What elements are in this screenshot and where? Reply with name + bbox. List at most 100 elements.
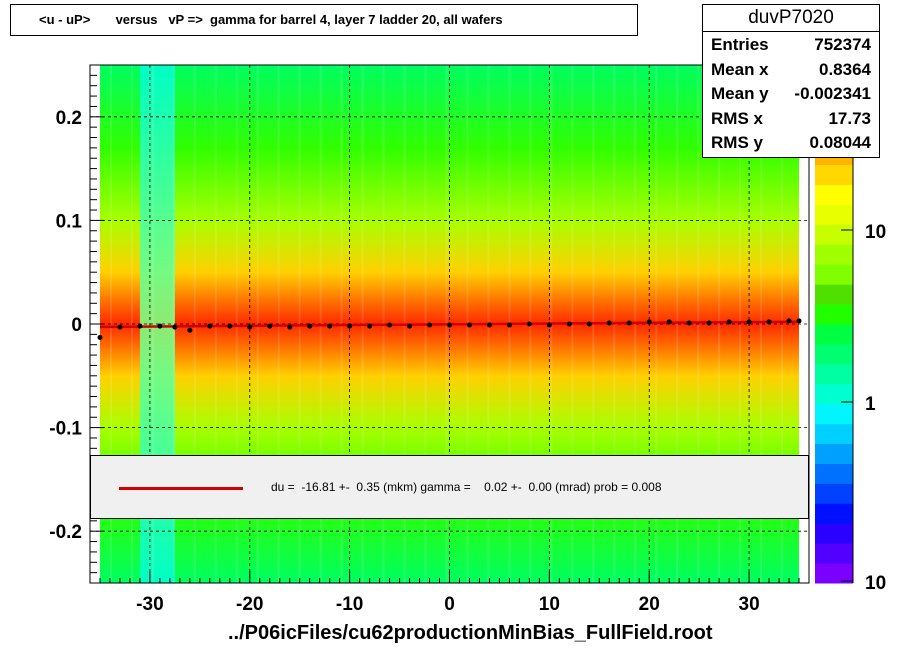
stats-label: Mean y xyxy=(711,84,769,103)
profile-point xyxy=(427,322,433,328)
y-tick-label: 0 xyxy=(71,315,82,336)
y-tick-label: 0.1 xyxy=(56,211,83,232)
colorbar-cell xyxy=(815,284,853,305)
profile-point xyxy=(227,323,233,329)
profile-point xyxy=(287,324,293,330)
stats-name: duvP7020 xyxy=(703,5,879,32)
colorbar-cell xyxy=(815,343,853,365)
profile-point xyxy=(137,323,143,329)
colorbar-cell xyxy=(815,543,853,564)
fit-legend: du = -16.81 +- 0.35 (mkm) gamma = 0.02 +… xyxy=(90,455,809,519)
profile-point xyxy=(407,323,413,329)
x-tick-label: 0 xyxy=(444,594,455,615)
heatmap-stripe xyxy=(718,65,721,583)
x-tick-label: 10 xyxy=(539,594,560,615)
colorbar: 1 10 10 xyxy=(815,65,886,594)
profile-point xyxy=(766,319,772,325)
profile-point xyxy=(117,324,123,330)
stats-box: duvP7020 Entries 752374 Mean x 0.8364 Mean… xyxy=(702,4,880,158)
profile-point xyxy=(566,321,572,327)
colorbar-tick-label: 1 xyxy=(865,394,876,415)
stats-row-rms-x: RMS x 17.73 xyxy=(703,106,879,131)
heatmap-stripe xyxy=(172,65,175,583)
heatmap-stripe xyxy=(298,65,301,583)
fit-legend-line xyxy=(119,487,243,490)
stats-label: Mean x xyxy=(711,59,769,79)
profile-point xyxy=(646,319,652,325)
heatmap-stripe xyxy=(676,65,679,583)
stats-label: RMS x xyxy=(711,108,763,128)
profile-point xyxy=(666,319,672,325)
profile-point xyxy=(97,334,103,340)
colorbar-cell xyxy=(815,204,853,225)
stats-row-rms-y: RMS y 0.08044 xyxy=(703,130,879,155)
colorbar-tick-label: 10 xyxy=(865,573,886,594)
profile-point xyxy=(546,322,552,328)
profile-point xyxy=(526,321,532,327)
x-tick-label: -20 xyxy=(236,594,263,615)
profile-point xyxy=(367,323,373,329)
stats-label: Entries xyxy=(711,35,769,54)
colorbar-cell xyxy=(815,304,853,325)
profile-point xyxy=(207,323,213,329)
profile-point xyxy=(506,322,512,328)
profile-point xyxy=(586,321,592,327)
profile-point xyxy=(172,324,178,330)
colorbar-cell xyxy=(815,184,853,205)
colorbar-cell xyxy=(815,523,853,544)
profile-point xyxy=(686,320,692,326)
profile-point xyxy=(157,323,163,329)
heatmap-stripe xyxy=(760,65,763,583)
profile-point xyxy=(327,323,333,329)
colorbar-cell xyxy=(815,463,853,484)
stats-value: -0.002341 xyxy=(794,84,871,103)
colorbar-cell xyxy=(815,363,853,385)
stats-value: 752374 xyxy=(814,35,871,54)
y-tick-label: 0.2 xyxy=(56,108,82,129)
colorbar-cell xyxy=(815,563,853,584)
stats-value: 17.73 xyxy=(828,108,871,128)
profile-point xyxy=(307,323,313,329)
colorbar-cell xyxy=(815,264,853,285)
fit-legend-text: du = -16.81 +- 0.35 (mkm) gamma = 0.02 +… xyxy=(271,480,662,494)
heatmap-stripe xyxy=(256,65,259,583)
profile-point xyxy=(466,322,472,328)
profile-point xyxy=(626,320,632,326)
stats-value: 0.08044 xyxy=(809,133,871,152)
colorbar-cell xyxy=(815,443,853,464)
profile-point xyxy=(247,324,253,330)
profile-point xyxy=(447,322,452,328)
x-tick-label: -30 xyxy=(136,594,163,615)
colorbar-cell xyxy=(815,503,853,524)
profile-point xyxy=(786,318,792,324)
stats-row-entries: Entries 752374 xyxy=(703,32,879,57)
stats-label: RMS y xyxy=(711,133,763,152)
colorbar-cell xyxy=(815,423,853,445)
profile-point xyxy=(726,319,732,325)
colorbar-tick-label: 10 xyxy=(865,222,886,243)
stats-row-mean-x: Mean x 0.8364 xyxy=(703,57,879,82)
colorbar-cell xyxy=(815,483,853,504)
colorbar-cell xyxy=(815,224,853,245)
colorbar-cell xyxy=(815,244,853,265)
profile-point xyxy=(606,320,612,326)
colorbar-cell xyxy=(815,403,853,425)
profile-point xyxy=(187,327,193,333)
x-tick-label: 30 xyxy=(739,594,760,615)
colorbar-cell xyxy=(815,383,853,405)
colorbar-cell xyxy=(815,164,853,186)
colorbar-cell xyxy=(815,324,853,345)
x-axis-label: ../P06icFiles/cu62productionMinBias_Full… xyxy=(228,622,713,644)
x-tick-label: 20 xyxy=(639,594,660,615)
x-tick-label: -10 xyxy=(336,594,363,615)
heatmap-stripe xyxy=(214,65,217,583)
profile-point xyxy=(796,318,802,324)
profile-points xyxy=(97,318,802,340)
stats-value: 0.8364 xyxy=(819,59,871,79)
profile-point xyxy=(387,322,393,328)
y-tick-label: -0.1 xyxy=(49,419,82,440)
x-axis: -30 -20 -10 0 10 20 30 xyxy=(99,571,800,615)
profile-point xyxy=(706,320,712,326)
stats-row-mean-y: Mean y -0.002341 xyxy=(703,81,879,106)
profile-point xyxy=(267,323,273,329)
